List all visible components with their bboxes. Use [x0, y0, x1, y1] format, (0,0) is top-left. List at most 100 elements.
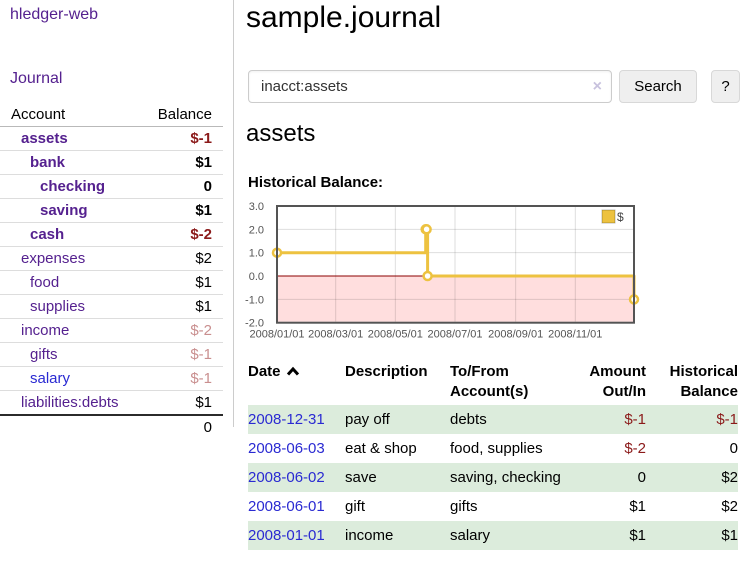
- chart-x-tick-label: 2008/05/01: [368, 329, 423, 341]
- account-link-expenses[interactable]: expenses: [21, 250, 86, 267]
- account-balance: $1: [195, 274, 212, 291]
- account-balance: $-1: [190, 370, 212, 387]
- register-date-link[interactable]: 2008-06-01: [248, 498, 325, 515]
- account-balance: $-1: [190, 346, 212, 363]
- account-row: saving $1: [0, 199, 223, 223]
- register-date-link[interactable]: 2008-01-01: [248, 527, 325, 544]
- chart-y-tick-label: -1.0: [245, 294, 264, 306]
- chart-point[interactable]: [421, 224, 432, 235]
- register-table: Date Description To/From Account(s) Amou…: [248, 362, 740, 550]
- chart-y-tick-label: 2.0: [249, 224, 264, 236]
- column-header-date[interactable]: Date: [248, 362, 345, 405]
- account-balance: $1: [195, 202, 212, 219]
- account-row: supplies $1: [0, 295, 223, 319]
- sidebar-item-journal[interactable]: Journal: [10, 70, 63, 87]
- register-accounts: salary: [450, 527, 491, 544]
- accounts-panel: Account Balance assets $-1 bank $1 checking 0…: [0, 102, 223, 438]
- account-link-supplies[interactable]: supplies: [30, 298, 86, 315]
- account-row: food $1: [0, 271, 223, 295]
- account-link-cash[interactable]: cash: [30, 226, 65, 243]
- account-row: gifts $-1: [0, 343, 223, 367]
- account-link-liabilities-debts[interactable]: liabilities:debts: [21, 394, 119, 411]
- accounts-header-account: Account: [11, 106, 66, 123]
- accounts-total-value: 0: [203, 419, 212, 436]
- chart-x-tick-label: 2008/11/01: [548, 329, 602, 341]
- account-balance: $1: [195, 394, 212, 411]
- register-balance: $2: [721, 498, 738, 515]
- column-header-description: Description: [345, 363, 428, 380]
- register-amount: 0: [637, 469, 646, 486]
- account-row: liabilities:debts $1: [0, 391, 223, 415]
- column-header-accounts: To/From Account(s): [450, 363, 529, 400]
- chart-y-tick-label: -2.0: [245, 318, 264, 330]
- account-link-saving[interactable]: saving: [40, 202, 88, 219]
- account-row: salary $-1: [0, 367, 223, 391]
- register-body: 2008-12-31 pay off debts $-1 $-1 2008-06-03 ea…: [248, 405, 738, 550]
- balance-chart[interactable]: 3.0 2.0 1.0 0.0 -1.0 -2.0 2008/01/01 2008/03/01…: [245, 200, 640, 342]
- help-button[interactable]: ?: [711, 70, 740, 103]
- chart-label: Historical Balance:: [248, 174, 384, 191]
- register-date-link[interactable]: 2008-12-31: [248, 411, 325, 428]
- register-accounts: saving, checking: [450, 469, 561, 486]
- account-link-assets[interactable]: assets: [21, 130, 68, 147]
- register-description: pay off: [345, 411, 390, 428]
- chart-frame: [276, 205, 635, 324]
- register-description: income: [345, 527, 394, 544]
- account-heading: assets: [246, 120, 316, 147]
- register-row: 2008-06-02 save saving, checking 0 $2: [248, 463, 738, 492]
- account-link-income[interactable]: income: [21, 322, 70, 339]
- register-amount: $-2: [624, 440, 646, 457]
- account-link-food[interactable]: food: [30, 274, 60, 291]
- account-row: assets $-1: [0, 127, 223, 151]
- register-balance: $2: [721, 469, 738, 486]
- account-row: bank $1: [0, 151, 223, 175]
- chart-negative-region: [278, 276, 633, 322]
- account-balance: $1: [195, 298, 212, 315]
- search-box: ×: [248, 70, 612, 103]
- register-accounts: gifts: [450, 498, 478, 515]
- account-link-checking[interactable]: checking: [40, 178, 106, 195]
- register-accounts: debts: [450, 411, 487, 428]
- chart-legend-label: $: [617, 210, 624, 224]
- chart-y-tick-label: 0.0: [249, 271, 264, 283]
- register-description: gift: [345, 498, 366, 515]
- register-balance: 0: [729, 440, 738, 457]
- register-balance: $-1: [716, 411, 738, 428]
- sort-asc-icon: [286, 363, 300, 383]
- accounts-header-balance: Balance: [157, 106, 212, 123]
- account-row: checking 0: [0, 175, 223, 199]
- register-description: eat & shop: [345, 440, 417, 457]
- chart-x-tick-label: 2008/01/01: [249, 329, 304, 341]
- account-table-body: assets $-1 bank $1 checking 0 saving $1 cash $-2 e…: [0, 127, 223, 415]
- search-input[interactable]: [249, 71, 611, 102]
- search-button[interactable]: Search: [619, 70, 697, 103]
- column-header-balance: Historical Balance: [669, 363, 738, 400]
- account-link-bank[interactable]: bank: [30, 154, 66, 171]
- column-header-amount: Amount Out/In: [589, 363, 646, 400]
- register-row: 2008-12-31 pay off debts $-1 $-1: [248, 405, 738, 434]
- account-balance: $2: [195, 250, 212, 267]
- register-header-row: Date Description To/From Account(s) Amou…: [248, 362, 738, 405]
- register-date-link[interactable]: 2008-06-03: [248, 440, 325, 457]
- register-balance: $1: [721, 527, 738, 544]
- chart-y-tick-label: 1.0: [249, 248, 264, 260]
- account-link-salary[interactable]: salary: [30, 370, 71, 387]
- account-row: expenses $2: [0, 247, 223, 271]
- page-title: sample.journal: [246, 1, 442, 34]
- accounts-header: Account Balance: [0, 102, 223, 127]
- app-brand-link[interactable]: hledger-web: [10, 6, 99, 23]
- account-balance: 0: [203, 178, 212, 195]
- chart-x-tick-label: 2008/09/01: [488, 329, 543, 341]
- chart-x-tick-label: 2008/03/01: [308, 329, 363, 341]
- clear-search-icon[interactable]: ×: [592, 78, 602, 95]
- account-balance: $-2: [190, 226, 212, 243]
- chart-legend-swatch: [601, 209, 616, 224]
- register-row: 2008-06-03 eat & shop food, supplies $-2 0: [248, 434, 738, 463]
- account-link-gifts[interactable]: gifts: [30, 346, 58, 363]
- account-row: income $-2: [0, 319, 223, 343]
- chart-point[interactable]: [422, 270, 433, 282]
- register-date-link[interactable]: 2008-06-02: [248, 469, 325, 486]
- account-balance: $-2: [190, 322, 212, 339]
- account-balance: $-1: [190, 130, 212, 147]
- sidebar-divider: [233, 0, 234, 427]
